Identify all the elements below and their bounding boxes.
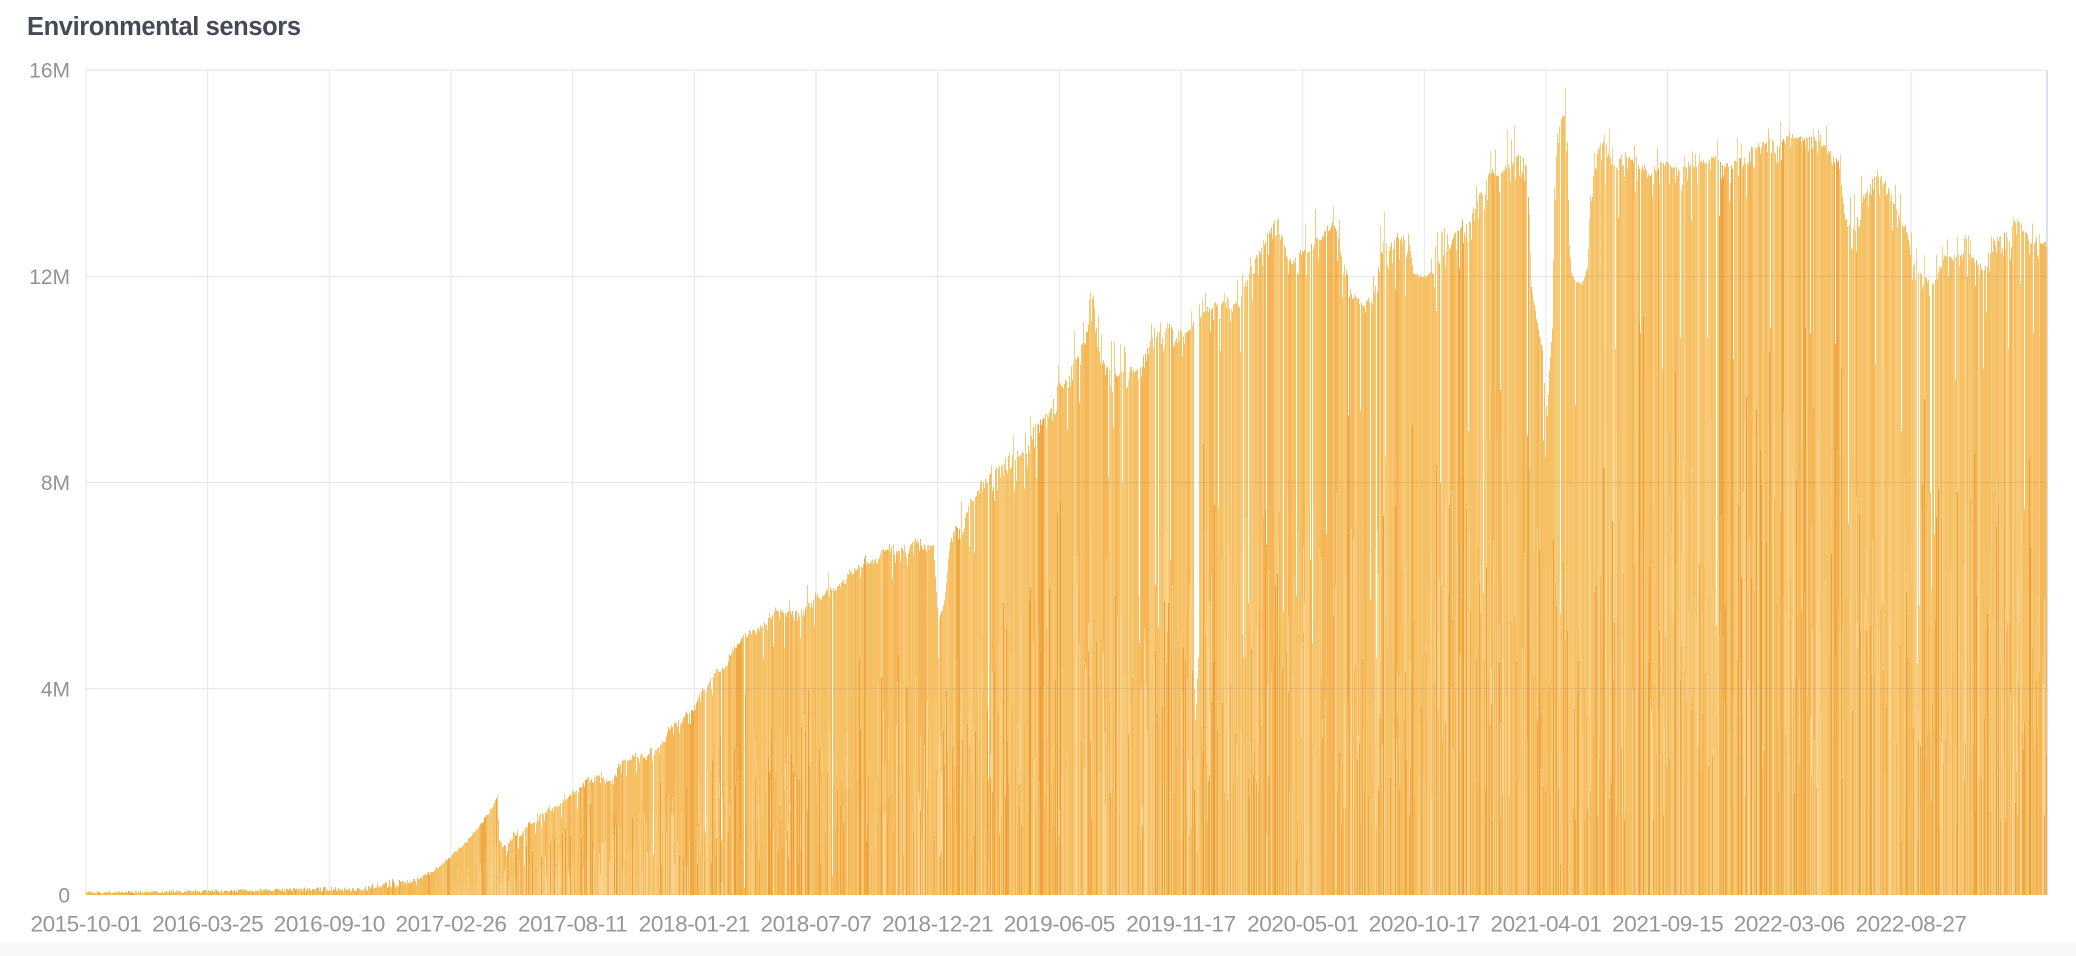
svg-text:2018-07-07: 2018-07-07 (760, 912, 871, 937)
svg-text:2019-06-05: 2019-06-05 (1004, 912, 1115, 937)
svg-text:12M: 12M (29, 266, 70, 289)
svg-text:2015-10-01: 2015-10-01 (30, 912, 141, 937)
svg-text:2016-09-10: 2016-09-10 (274, 912, 385, 937)
svg-text:2018-01-21: 2018-01-21 (639, 912, 750, 937)
svg-text:0: 0 (58, 885, 70, 908)
svg-text:2020-10-17: 2020-10-17 (1369, 912, 1480, 937)
svg-text:8M: 8M (41, 472, 70, 495)
svg-text:16M: 16M (29, 60, 70, 83)
svg-text:2020-05-01: 2020-05-01 (1247, 912, 1358, 937)
svg-text:2018-12-21: 2018-12-21 (882, 912, 993, 937)
svg-text:2022-03-06: 2022-03-06 (1734, 912, 1845, 937)
svg-text:2021-09-15: 2021-09-15 (1612, 912, 1723, 937)
svg-text:2022-08-27: 2022-08-27 (1855, 912, 1966, 937)
svg-text:2019-11-17: 2019-11-17 (1126, 912, 1235, 937)
svg-text:4M: 4M (41, 678, 70, 701)
svg-text:2016-03-25: 2016-03-25 (152, 912, 263, 937)
svg-text:Environmental sensors: Environmental sensors (27, 13, 301, 41)
svg-text:2017-02-26: 2017-02-26 (395, 912, 506, 937)
svg-text:2021-04-01: 2021-04-01 (1490, 912, 1601, 937)
svg-text:2017-08-11: 2017-08-11 (518, 912, 627, 937)
